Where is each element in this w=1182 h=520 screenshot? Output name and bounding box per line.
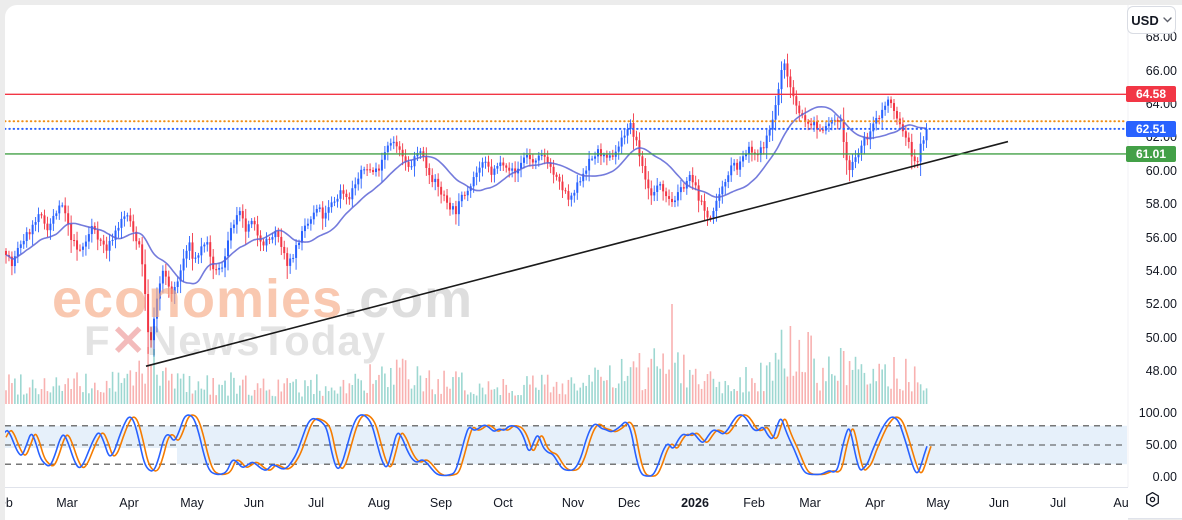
settings-icon[interactable] — [1144, 491, 1161, 508]
month-label: May — [180, 496, 204, 510]
month-label: Apr — [119, 496, 139, 510]
month-label: Jun — [243, 496, 265, 510]
chevron-down-icon — [1163, 17, 1172, 23]
month-label: Nov — [561, 496, 585, 510]
month-label: May — [926, 496, 950, 510]
month-label: Mar — [799, 496, 821, 510]
month-label: Jun — [988, 496, 1010, 510]
month-label: 2026 — [681, 496, 709, 510]
month-label: Jul — [1050, 496, 1066, 510]
month-label: Apr — [865, 496, 885, 510]
month-label: Jul — [308, 496, 324, 510]
month-label: Aug — [367, 496, 391, 510]
trendline — [145, 140, 1009, 367]
stochastic-k-line — [5, 414, 928, 477]
month-label: Dec — [617, 496, 641, 510]
month-label: Oct — [493, 496, 513, 510]
month-label: Feb — [5, 496, 13, 510]
currency-label: USD — [1131, 12, 1159, 28]
stochastic-d-line — [5, 414, 932, 477]
currency-selector[interactable]: USD — [1127, 6, 1176, 34]
month-label: Feb — [743, 496, 765, 510]
month-label: Au — [1113, 496, 1128, 510]
month-label: Mar — [56, 496, 78, 510]
month-label: Sep — [429, 496, 453, 510]
time-axis[interactable]: Feb Mar Apr May Jun Jul Aug Sep Oct Nov Dec 2026 Feb… — [5, 487, 1128, 520]
moving-average-line — [5, 105, 927, 285]
